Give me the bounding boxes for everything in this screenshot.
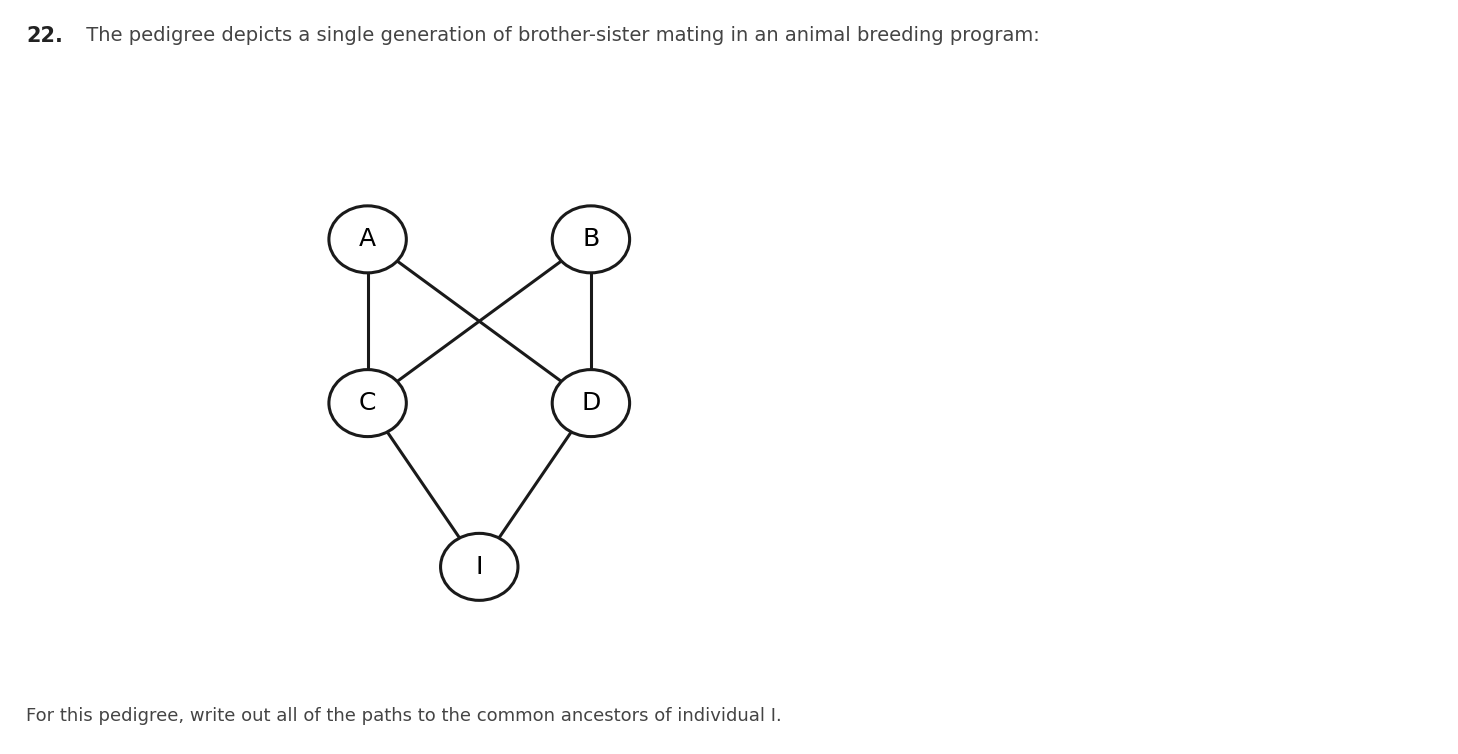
Text: The pedigree depicts a single generation of brother-sister mating in an animal b: The pedigree depicts a single generation… bbox=[80, 26, 1040, 45]
Ellipse shape bbox=[553, 206, 630, 273]
Text: C: C bbox=[359, 391, 376, 415]
Ellipse shape bbox=[553, 369, 630, 437]
Ellipse shape bbox=[330, 369, 407, 437]
Text: A: A bbox=[359, 228, 376, 251]
Text: D: D bbox=[582, 391, 601, 415]
Ellipse shape bbox=[330, 206, 407, 273]
Text: I: I bbox=[475, 555, 483, 579]
Text: 22.: 22. bbox=[26, 26, 63, 47]
Ellipse shape bbox=[440, 533, 518, 600]
Text: For this pedigree, write out all of the paths to the common ancestors of individ: For this pedigree, write out all of the … bbox=[26, 707, 781, 725]
Text: B: B bbox=[582, 228, 599, 251]
